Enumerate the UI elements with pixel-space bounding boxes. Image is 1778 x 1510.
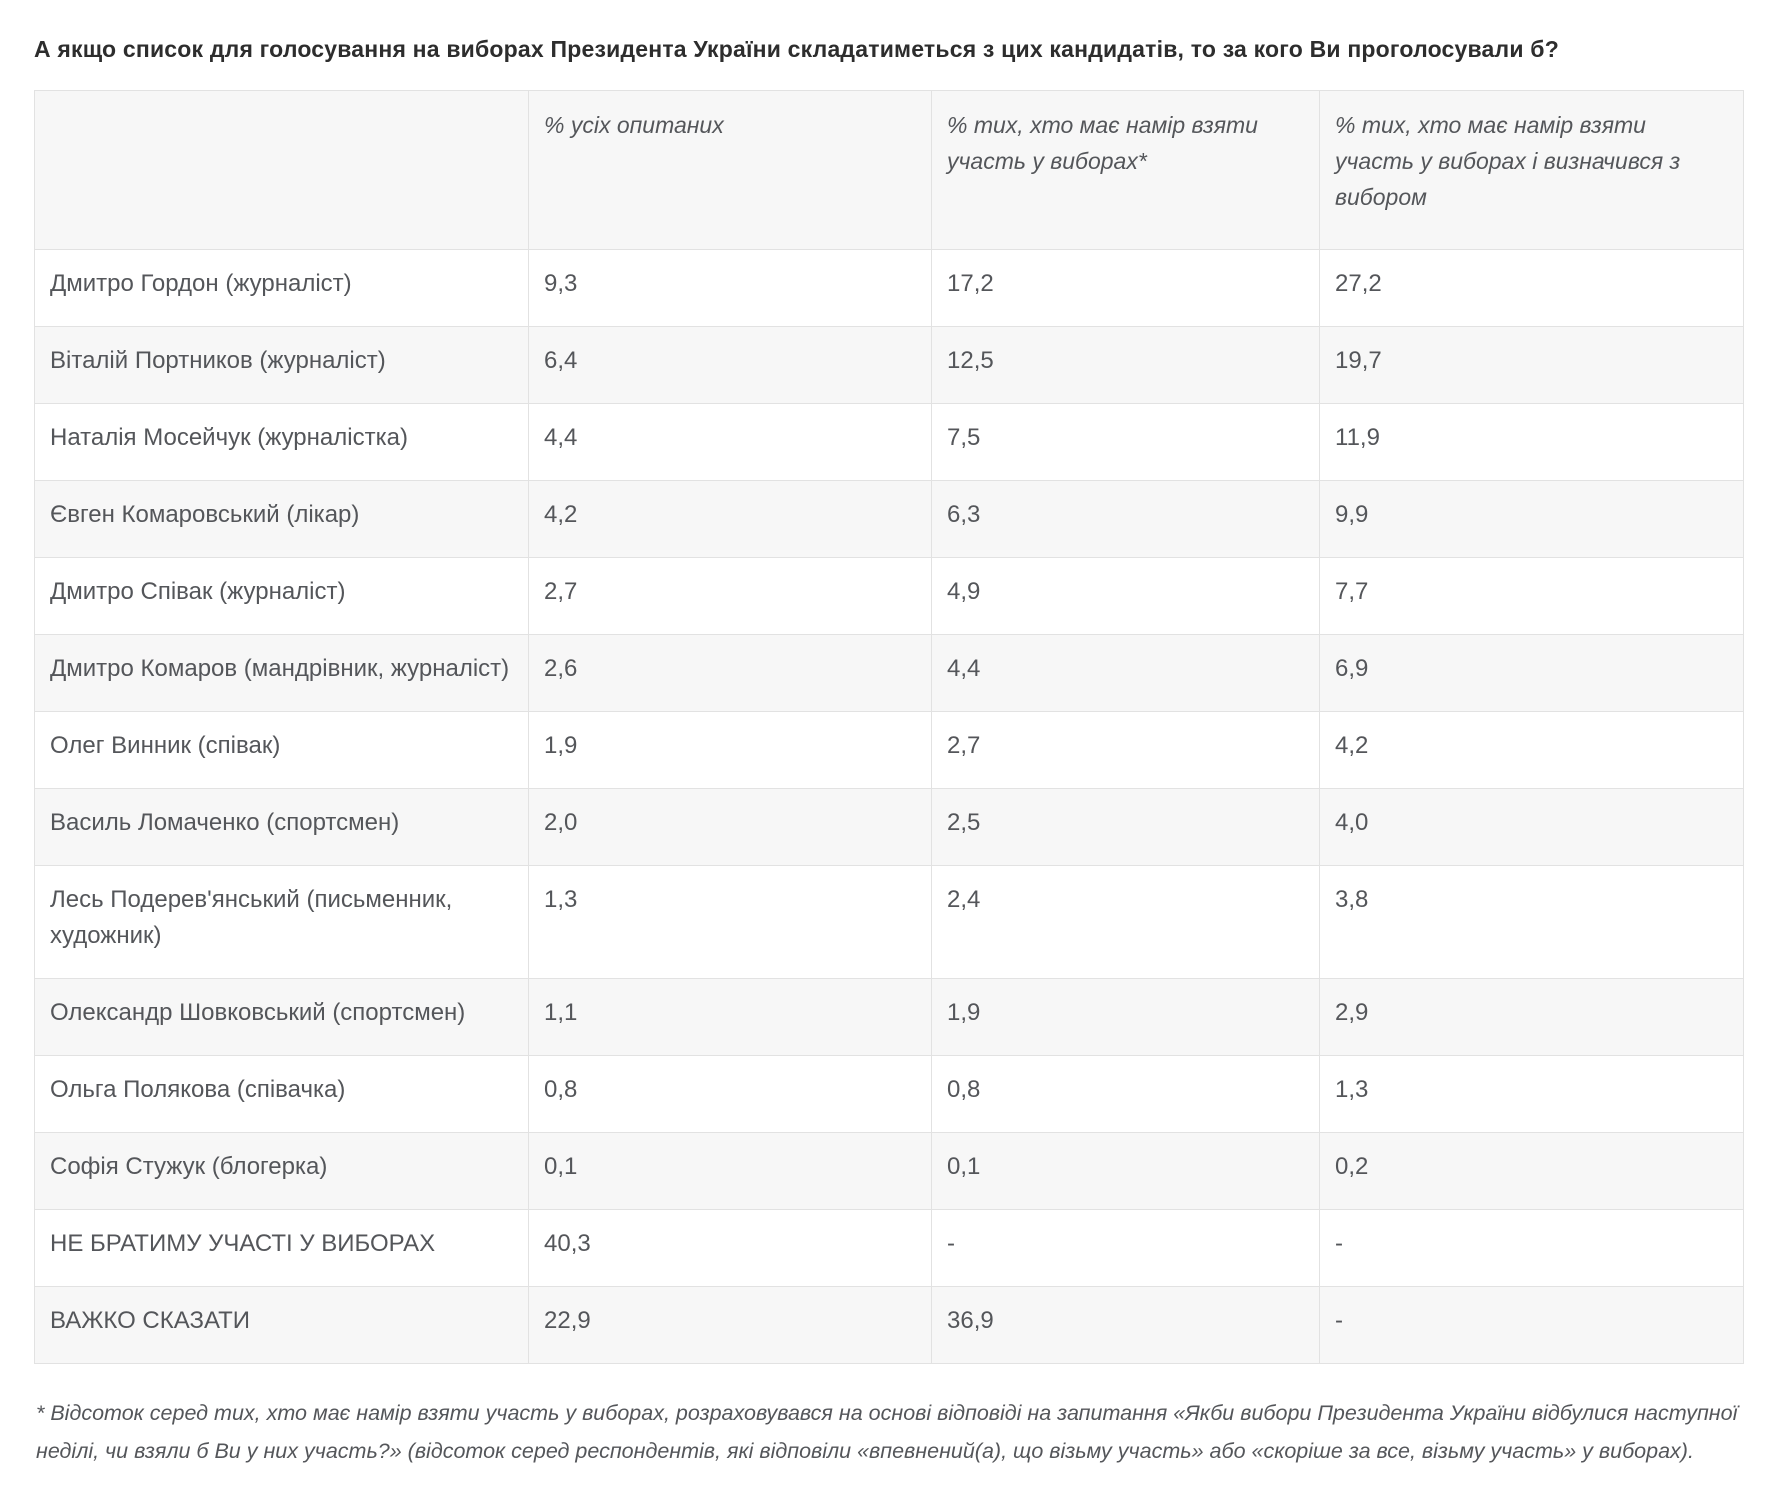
value-cell-decided-voters: 11,9 — [1319, 403, 1744, 481]
table-body: Дмитро Гордон (журналіст) 9,3 17,2 27,2 … — [34, 249, 1744, 1364]
value-cell-decided-voters: 2,9 — [1319, 978, 1744, 1056]
value-cell-intend-to-vote: 7,5 — [931, 403, 1320, 481]
value-cell-intend-to-vote: 1,9 — [931, 978, 1320, 1056]
value-cell-intend-to-vote: 17,2 — [931, 249, 1320, 327]
candidate-name-cell: Софія Стужук (блогерка) — [34, 1132, 529, 1210]
value-cell-intend-to-vote: 6,3 — [931, 480, 1320, 558]
value-cell-all-respondents: 1,9 — [528, 711, 932, 789]
table-row: Лесь Подерев'янський (письменник, художн… — [34, 865, 1744, 979]
column-header-decided-voters: % тих, хто має намір взяти участь у вибо… — [1319, 90, 1744, 250]
value-cell-all-respondents: 0,8 — [528, 1055, 932, 1133]
candidate-name-cell: Ольга Полякова (співачка) — [34, 1055, 529, 1133]
value-cell-all-respondents: 0,1 — [528, 1132, 932, 1210]
value-cell-all-respondents: 2,6 — [528, 634, 932, 712]
candidate-name-cell: Дмитро Співак (журналіст) — [34, 557, 529, 635]
value-cell-all-respondents: 9,3 — [528, 249, 932, 327]
table-row: Софія Стужук (блогерка) 0,1 0,1 0,2 — [34, 1132, 1744, 1210]
candidate-name-cell: Наталія Мосейчук (журналістка) — [34, 403, 529, 481]
column-header-intend-to-vote: % тих, хто має намір взяти участь у вибо… — [931, 90, 1320, 250]
table-row: Олег Винник (співак) 1,9 2,7 4,2 — [34, 711, 1744, 789]
candidate-name-cell: ВАЖКО СКАЗАТИ — [34, 1286, 529, 1364]
table-row: Євген Комаровський (лікар) 4,2 6,3 9,9 — [34, 480, 1744, 558]
value-cell-intend-to-vote: 4,4 — [931, 634, 1320, 712]
table-row: НЕ БРАТИМУ УЧАСТІ У ВИБОРАХ 40,3 - - — [34, 1209, 1744, 1287]
candidate-name-cell: Лесь Подерев'янський (письменник, художн… — [34, 865, 529, 979]
value-cell-all-respondents: 1,3 — [528, 865, 932, 979]
value-cell-intend-to-vote: 4,9 — [931, 557, 1320, 635]
footnote: * Відсоток серед тих, хто має намір взят… — [36, 1401, 1738, 1463]
value-cell-intend-to-vote: 2,5 — [931, 788, 1320, 866]
value-cell-intend-to-vote: 2,7 — [931, 711, 1320, 789]
table-row: Ольга Полякова (співачка) 0,8 0,8 1,3 — [34, 1055, 1744, 1133]
value-cell-all-respondents: 4,2 — [528, 480, 932, 558]
value-cell-intend-to-vote: 0,8 — [931, 1055, 1320, 1133]
candidate-name-cell: Віталій Портников (журналіст) — [34, 326, 529, 404]
value-cell-decided-voters: - — [1319, 1286, 1744, 1364]
value-cell-decided-voters: 3,8 — [1319, 865, 1744, 979]
candidate-name-cell: Євген Комаровський (лікар) — [34, 480, 529, 558]
results-table: % усіх опитаних % тих, хто має намір взя… — [34, 90, 1744, 1364]
candidate-name-cell: Олег Винник (співак) — [34, 711, 529, 789]
value-cell-decided-voters: 27,2 — [1319, 249, 1744, 327]
value-cell-all-respondents: 2,0 — [528, 788, 932, 866]
value-cell-intend-to-vote: 12,5 — [931, 326, 1320, 404]
candidate-name-cell: Василь Ломаченко (спортсмен) — [34, 788, 529, 866]
table-row: Дмитро Комаров (мандрівник, журналіст) 2… — [34, 634, 1744, 712]
value-cell-decided-voters: 4,0 — [1319, 788, 1744, 866]
page-title: А якщо список для голосування на виборах… — [34, 36, 1559, 62]
value-cell-decided-voters: 0,2 — [1319, 1132, 1744, 1210]
value-cell-all-respondents: 4,4 — [528, 403, 932, 481]
value-cell-decided-voters: 9,9 — [1319, 480, 1744, 558]
value-cell-decided-voters: 7,7 — [1319, 557, 1744, 635]
column-header-all-respondents: % усіх опитаних — [528, 90, 932, 250]
value-cell-all-respondents: 1,1 — [528, 978, 932, 1056]
candidate-name-cell: НЕ БРАТИМУ УЧАСТІ У ВИБОРАХ — [34, 1209, 529, 1287]
value-cell-decided-voters: 19,7 — [1319, 326, 1744, 404]
value-cell-decided-voters: 1,3 — [1319, 1055, 1744, 1133]
value-cell-decided-voters: 6,9 — [1319, 634, 1744, 712]
value-cell-intend-to-vote: - — [931, 1209, 1320, 1287]
table-row: Дмитро Співак (журналіст) 2,7 4,9 7,7 — [34, 557, 1744, 635]
value-cell-all-respondents: 40,3 — [528, 1209, 932, 1287]
value-cell-all-respondents: 2,7 — [528, 557, 932, 635]
candidate-name-cell: Дмитро Комаров (мандрівник, журналіст) — [34, 634, 529, 712]
value-cell-intend-to-vote: 2,4 — [931, 865, 1320, 979]
candidate-name-cell: Дмитро Гордон (журналіст) — [34, 249, 529, 327]
value-cell-all-respondents: 22,9 — [528, 1286, 932, 1364]
table-row: Віталій Портников (журналіст) 6,4 12,5 1… — [34, 326, 1744, 404]
table-row: Дмитро Гордон (журналіст) 9,3 17,2 27,2 — [34, 249, 1744, 327]
value-cell-decided-voters: 4,2 — [1319, 711, 1744, 789]
table-row: Василь Ломаченко (спортсмен) 2,0 2,5 4,0 — [34, 788, 1744, 866]
column-header-candidate — [34, 90, 529, 250]
value-cell-intend-to-vote: 0,1 — [931, 1132, 1320, 1210]
value-cell-intend-to-vote: 36,9 — [931, 1286, 1320, 1364]
value-cell-all-respondents: 6,4 — [528, 326, 932, 404]
table-row: Наталія Мосейчук (журналістка) 4,4 7,5 1… — [34, 403, 1744, 481]
candidate-name-cell: Олександр Шовковський (спортсмен) — [34, 978, 529, 1056]
value-cell-decided-voters: - — [1319, 1209, 1744, 1287]
table-row: ВАЖКО СКАЗАТИ 22,9 36,9 - — [34, 1286, 1744, 1364]
header-row: % усіх опитаних % тих, хто має намір взя… — [34, 90, 1744, 250]
table-row: Олександр Шовковський (спортсмен) 1,1 1,… — [34, 978, 1744, 1056]
